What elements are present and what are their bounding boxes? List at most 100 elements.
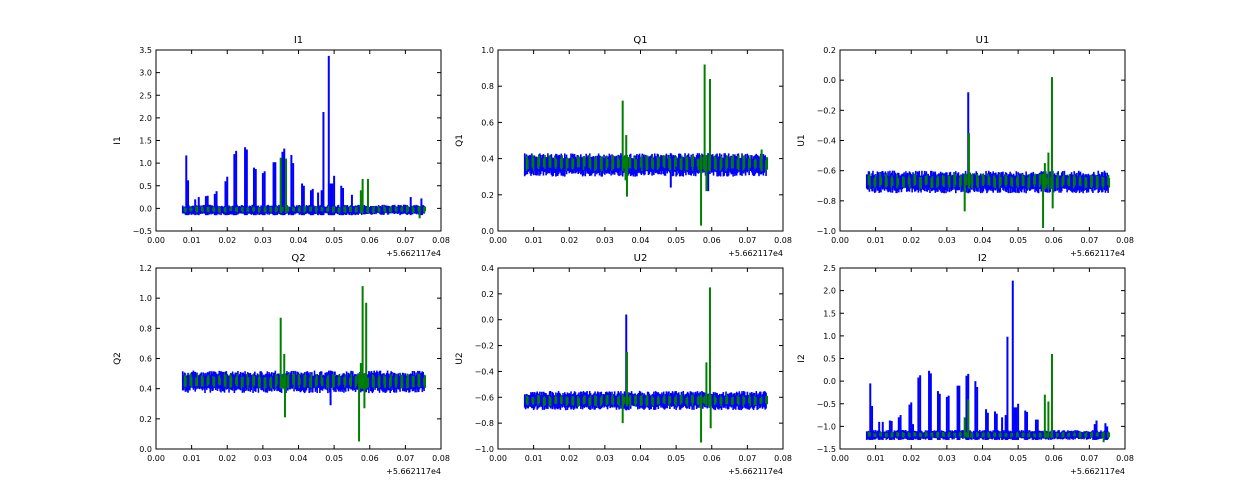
- x-tick-label: 0.05: [325, 236, 343, 245]
- y-axis-label: Q1: [455, 134, 465, 147]
- y-tick-label: 0.8: [481, 82, 494, 91]
- x-tick-label: 0.07: [1080, 454, 1098, 463]
- x-tick-label: 0.04: [290, 454, 308, 463]
- x-offset-label: +5.662117e4: [386, 467, 441, 476]
- subplot-title: Q2: [291, 253, 305, 264]
- y-tick-label: −0.8: [475, 419, 494, 428]
- y-tick-label: −0.2: [817, 106, 836, 115]
- y-tick-label: 0.0: [139, 204, 152, 213]
- x-tick-label: 0.00: [489, 236, 507, 245]
- y-tick-label: 1.2: [139, 264, 152, 273]
- x-tick-label: 0.03: [938, 454, 956, 463]
- x-tick-label: 0.01: [525, 454, 543, 463]
- y-axis-label: U1: [797, 134, 807, 146]
- subplot-u1: 0.00 0.01 0.02 0.03 0.04 0.05 0.06 0.07 0.08 −1.0…: [797, 35, 1134, 258]
- x-tick-label: 0.05: [325, 454, 343, 463]
- subplot-i1: 0.00 0.01 0.02 0.03 0.04 0.05 0.06 0.07 0.08 −0.5…: [113, 35, 450, 258]
- axes-frame: [839, 49, 1126, 232]
- x-tick-label: 0.03: [254, 454, 272, 463]
- y-axis-label: I1: [113, 136, 123, 144]
- x-tick-label: 0.05: [667, 454, 685, 463]
- axes-frame: [155, 267, 442, 450]
- y-tick-label: 0.4: [481, 264, 494, 273]
- x-tick-label: 0.08: [432, 454, 450, 463]
- y-tick-label: −1.0: [475, 445, 494, 454]
- x-tick-label: 0.03: [596, 236, 614, 245]
- plot-area: [523, 287, 769, 443]
- x-tick-label: 0.01: [525, 236, 543, 245]
- y-tick-label: 0.0: [139, 445, 152, 454]
- x-tick-label: 0.02: [902, 454, 920, 463]
- y-axis-label: Q2: [113, 352, 123, 365]
- y-tick-label: 3.0: [139, 69, 152, 78]
- y-tick-label: −0.6: [475, 393, 494, 402]
- y-tick-label: −0.5: [133, 227, 152, 236]
- x-tick-label: 0.03: [254, 236, 272, 245]
- x-tick-label: 0.01: [867, 236, 885, 245]
- x-tick-label: 0.01: [867, 454, 885, 463]
- x-offset-label: +5.662117e4: [386, 249, 441, 258]
- y-tick-label: 0.2: [481, 191, 494, 200]
- x-tick-label: 0.00: [147, 236, 165, 245]
- subplot-q2: 0.00 0.01 0.02 0.03 0.04 0.05 0.06 0.07 0.08 0.0 0…: [113, 253, 450, 476]
- x-tick-label: 0.00: [489, 454, 507, 463]
- y-tick-label: 2.0: [823, 287, 836, 296]
- x-tick-label: 0.07: [1080, 236, 1098, 245]
- y-axis-label: U2: [455, 352, 465, 364]
- y-tick-label: 2.5: [139, 91, 152, 100]
- y-tick-label: 1.5: [139, 137, 152, 146]
- x-tick-label: 0.02: [218, 236, 236, 245]
- y-tick-label: −0.5: [817, 400, 836, 409]
- y-tick-label: 3.5: [139, 46, 152, 55]
- y-tick-label: 0.6: [481, 118, 494, 127]
- x-offset-label: +5.662117e4: [728, 467, 783, 476]
- y-tick-label: 1.0: [481, 46, 494, 55]
- x-tick-label: 0.05: [1009, 236, 1027, 245]
- y-tick-label: −1.0: [817, 227, 836, 236]
- y-tick-label: 0.0: [481, 316, 494, 325]
- axes-frame: [497, 49, 784, 232]
- subplot-title: U1: [976, 35, 990, 46]
- y-tick-label: 0.4: [481, 155, 494, 164]
- subplot-title: Q1: [633, 35, 647, 46]
- plot-area: [865, 280, 1111, 443]
- plot-area: [523, 64, 769, 226]
- x-tick-label: 0.04: [632, 454, 650, 463]
- x-tick-label: 0.08: [1116, 454, 1134, 463]
- subplot-u2: 0.00 0.01 0.02 0.03 0.04 0.05 0.06 0.07 0.08 −1.0…: [455, 253, 792, 476]
- y-tick-label: −0.6: [817, 167, 836, 176]
- y-tick-label: 0.4: [139, 385, 152, 394]
- y-tick-label: −0.4: [475, 367, 494, 376]
- y-tick-label: 0.2: [481, 290, 494, 299]
- y-tick-label: 0.0: [481, 227, 494, 236]
- plot-area: [181, 286, 427, 442]
- x-tick-label: 0.02: [560, 454, 578, 463]
- x-tick-label: 0.01: [183, 236, 201, 245]
- y-axis-label: I2: [797, 354, 807, 362]
- y-tick-label: 0.8: [139, 324, 152, 333]
- y-tick-label: −1.5: [817, 445, 836, 454]
- subplot-title: I1: [294, 35, 303, 46]
- x-tick-label: 0.00: [831, 454, 849, 463]
- x-tick-label: 0.03: [596, 454, 614, 463]
- y-tick-label: 0.2: [139, 415, 152, 424]
- y-tick-label: 1.0: [139, 294, 152, 303]
- x-tick-label: 0.07: [738, 454, 756, 463]
- subplot-title: I2: [978, 253, 987, 264]
- x-tick-label: 0.07: [396, 454, 414, 463]
- x-tick-label: 0.06: [361, 454, 379, 463]
- y-tick-label: 1.0: [139, 159, 152, 168]
- x-tick-label: 0.06: [703, 236, 721, 245]
- y-tick-label: 0.0: [823, 76, 836, 85]
- x-tick-label: 0.04: [632, 236, 650, 245]
- y-tick-label: −1.0: [817, 422, 836, 431]
- x-tick-label: 0.06: [703, 454, 721, 463]
- x-tick-label: 0.07: [396, 236, 414, 245]
- x-tick-label: 0.08: [774, 236, 792, 245]
- x-tick-label: 0.06: [1045, 454, 1063, 463]
- y-tick-label: 0.6: [139, 355, 152, 364]
- x-tick-label: 0.03: [938, 236, 956, 245]
- y-tick-label: 2.5: [823, 264, 836, 273]
- x-tick-label: 0.02: [902, 236, 920, 245]
- y-tick-label: 0.5: [823, 355, 836, 364]
